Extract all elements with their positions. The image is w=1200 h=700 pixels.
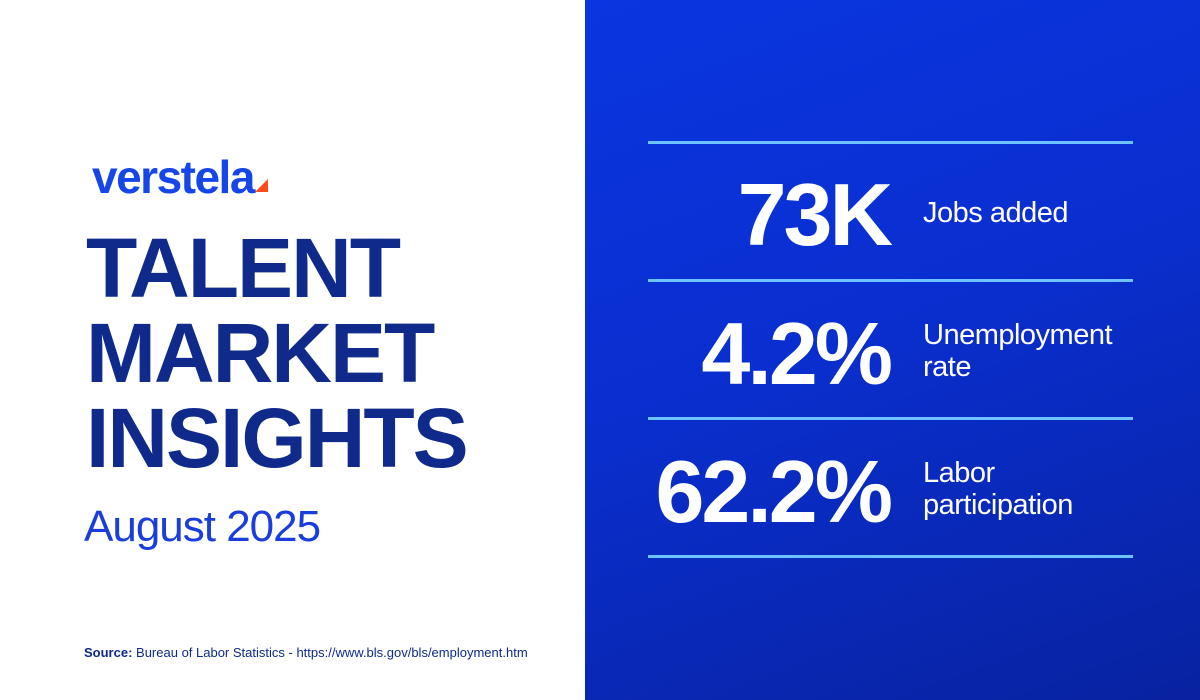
- page-title: TALENT MARKET INSIGHTS: [86, 221, 469, 485]
- stat-divider-top: [648, 141, 1133, 144]
- stat-label-unemployment-rate: Unemployment rate: [923, 319, 1163, 383]
- stat-divider-3: [648, 417, 1133, 420]
- source-text: Bureau of Labor Statistics - https://www…: [136, 645, 528, 660]
- stat-label-labor-participation: Labor participation: [923, 457, 1163, 521]
- title-line-2: MARKET: [86, 306, 435, 400]
- source-citation: Source: Bureau of Labor Statistics - htt…: [84, 645, 528, 660]
- stat-value-jobs-added: 73K: [737, 165, 893, 264]
- stat-label-line: participation: [923, 489, 1073, 521]
- stat-divider-2: [648, 279, 1133, 282]
- stat-divider-bottom: [648, 555, 1133, 558]
- source-label: Source:: [84, 645, 133, 660]
- title-line-3: INSIGHTS: [86, 391, 469, 485]
- report-date: August 2025: [84, 502, 321, 551]
- logo-triangle-icon: [254, 179, 268, 192]
- stats-panel: [585, 0, 1200, 700]
- left-panel: verstela TALENT MARKET INSIGHTS August 2…: [0, 0, 585, 700]
- stat-label-jobs-added: Jobs added: [923, 197, 1163, 229]
- stat-value-unemployment-rate: 4.2%: [701, 304, 893, 403]
- stat-value-labor-participation: 62.2%: [655, 442, 893, 541]
- stat-label-line: Labor: [923, 457, 995, 489]
- title-line-1: TALENT: [86, 221, 401, 315]
- stat-label-line: Unemployment: [923, 319, 1113, 351]
- stat-label-line: rate: [923, 351, 971, 383]
- logo-wordmark: verstela: [92, 151, 255, 203]
- stat-label-line: Jobs added: [923, 197, 1068, 229]
- verstela-logo: verstela: [92, 150, 268, 200]
